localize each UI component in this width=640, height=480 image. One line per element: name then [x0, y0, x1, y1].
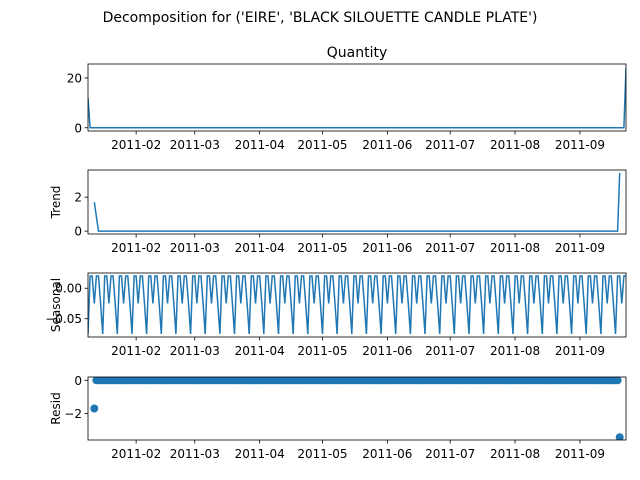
y-tick-label: −0.05	[45, 312, 82, 326]
panel-quantity: 0 20 2011-02 2011-03 2011-04 2011-05 2011-06 20…	[67, 45, 627, 152]
panel-resid: 0 −2 2011-02 2011-03 2011-04 2011-05 2011-06 20…	[49, 374, 627, 461]
panel-seasonal: 0.00 −0.05 2011-02 2011-03 2011-04 2011-05 201…	[45, 272, 627, 358]
resid-point-outlier	[90, 404, 99, 413]
plot-area	[88, 275, 626, 335]
x-tick-label: 2011-04	[235, 447, 285, 461]
panel-trend: 0 2 2011-02 2011-03 2011-04 2011-05 2011-06 201…	[49, 169, 627, 255]
plot-area	[93, 172, 621, 232]
x-tick-label: 2011-06	[362, 447, 412, 461]
x-tick-label: 2011-07	[425, 447, 475, 461]
y-tick-label: 20	[67, 71, 82, 85]
axes-frame	[87, 272, 627, 338]
series-line	[93, 172, 621, 232]
y-axis-label: Seasonal	[49, 278, 63, 332]
figure-title: Decomposition for ('EIRE', 'BLACK SILOUE…	[103, 10, 538, 26]
y-tick-label: 0.00	[55, 282, 82, 296]
x-tick-label: 2011-02	[111, 241, 161, 255]
seasonal-line	[88, 275, 626, 335]
x-tick-label: 2011-04	[235, 241, 285, 255]
x-tick-label: 2011-06	[362, 241, 412, 255]
x-tick-label: 2011-03	[170, 138, 220, 152]
x-tick-label: 2011-09	[555, 241, 605, 255]
y-axis-label: Resid	[49, 392, 63, 424]
x-tick-label: 2011-03	[170, 344, 220, 358]
x-tick-label: 2011-02	[111, 447, 161, 461]
x-tick-label: 2011-03	[170, 241, 220, 255]
x-tick-label: 2011-04	[235, 138, 285, 152]
x-tick-label: 2011-05	[297, 447, 347, 461]
x-tick-label: 2011-08	[490, 138, 540, 152]
x-tick-label: 2011-06	[362, 138, 412, 152]
x-tick-label: 2011-08	[490, 241, 540, 255]
x-tick-label: 2011-06	[362, 344, 412, 358]
x-tick-label: 2011-02	[111, 344, 161, 358]
y-tick-label: 0	[74, 121, 82, 135]
y-axis-label: Trend	[49, 186, 63, 220]
y-tick-label: −2	[64, 407, 82, 421]
x-tick-label: 2011-03	[170, 447, 220, 461]
x-tick-label: 2011-09	[555, 447, 605, 461]
resid-point-outlier	[615, 433, 624, 440]
x-tick-label: 2011-07	[425, 344, 475, 358]
x-tick-label: 2011-09	[555, 138, 605, 152]
x-tick-label: 2011-05	[297, 138, 347, 152]
plot-area	[90, 377, 624, 440]
series-line	[88, 67, 626, 129]
x-tick-label: 2011-04	[235, 344, 285, 358]
plot-area	[88, 67, 626, 129]
y-tick-label: 2	[74, 191, 82, 205]
x-tick-label: 2011-09	[555, 344, 605, 358]
resid-point	[613, 377, 622, 385]
axes-frame	[87, 63, 627, 132]
y-tick-label: 0	[74, 225, 82, 239]
x-tick-label: 2011-05	[297, 344, 347, 358]
x-tick-label: 2011-05	[297, 241, 347, 255]
x-tick-label: 2011-07	[425, 241, 475, 255]
x-tick-label: 2011-02	[111, 138, 161, 152]
x-tick-label: 2011-08	[490, 447, 540, 461]
x-tick-label: 2011-08	[490, 344, 540, 358]
y-tick-label: 0	[74, 374, 82, 388]
axes-frame	[87, 169, 627, 235]
axes-frame	[87, 376, 627, 441]
x-tick-label: 2011-07	[425, 138, 475, 152]
panel-title: Quantity	[327, 45, 388, 61]
